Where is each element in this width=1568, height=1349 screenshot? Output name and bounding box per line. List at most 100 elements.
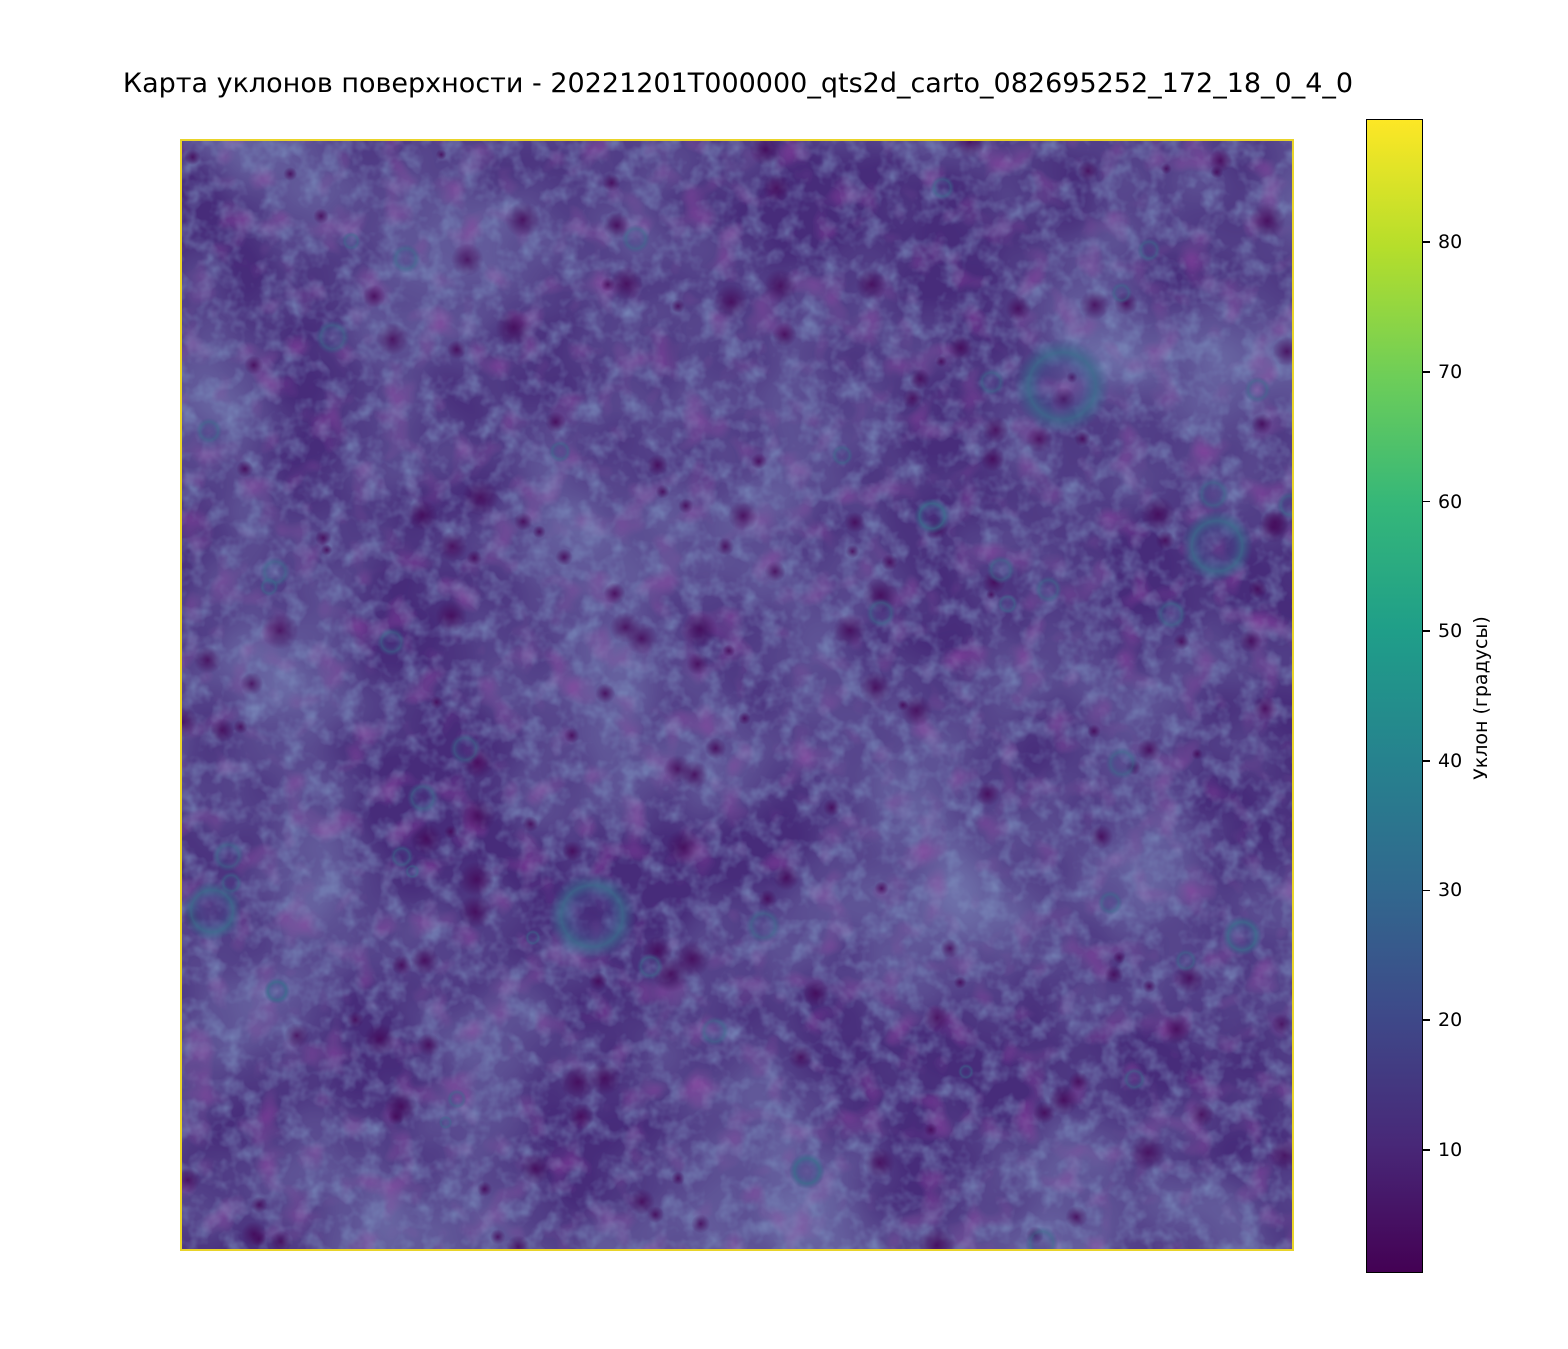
small-crater	[1025, 1226, 1059, 1249]
small-crater	[986, 555, 1015, 584]
terrain-pit	[588, 971, 608, 991]
small-crater	[259, 577, 279, 597]
terrain-pit	[545, 411, 567, 433]
colorbar-tick	[1423, 630, 1430, 632]
terrain-pit	[923, 1004, 951, 1032]
terrain-pit	[261, 612, 299, 650]
small-crater	[699, 1016, 730, 1047]
terrain-pit	[587, 1061, 622, 1095]
small-crater	[930, 175, 955, 200]
terrain-pit	[1087, 724, 1101, 738]
terrain-pit	[375, 322, 409, 356]
terrain-pit	[458, 894, 493, 929]
terrain-pit	[845, 544, 860, 559]
terrain-pit	[391, 954, 412, 976]
small-crater	[1196, 477, 1230, 511]
terrain-pit	[461, 479, 499, 516]
small-crater	[1097, 890, 1123, 916]
terrain-pit	[444, 825, 458, 839]
small-crater	[404, 864, 420, 879]
terrain-pit	[567, 1103, 595, 1130]
terrain-pit	[874, 881, 889, 896]
terrain-pit	[671, 1171, 685, 1186]
terrain-pit	[284, 1023, 310, 1049]
terrain-pit	[410, 823, 443, 855]
terrain-pit	[909, 368, 931, 390]
colorbar-tick	[1423, 1149, 1430, 1151]
terrain-pit	[1137, 737, 1162, 762]
terrain-pit	[1252, 696, 1278, 721]
terrain-pit	[1088, 824, 1114, 849]
colorbar-tick	[1423, 889, 1430, 892]
crater	[1014, 338, 1110, 434]
terrain-pit	[1155, 530, 1175, 551]
small-crater	[391, 244, 421, 274]
colorbar-tick-label: 30	[1438, 879, 1463, 902]
small-crater	[636, 953, 664, 980]
terrain-pit	[182, 706, 198, 738]
terrain-pit	[1271, 1013, 1292, 1035]
terrain-pit	[773, 864, 800, 891]
terrain-pit	[1239, 629, 1263, 653]
terrain-pit	[686, 652, 709, 676]
small-crater	[1156, 599, 1187, 630]
terrain-pit	[435, 600, 468, 633]
colorbar-tick-label: 70	[1438, 360, 1463, 383]
terrain-pit	[1160, 163, 1172, 175]
small-crater	[1105, 747, 1138, 780]
terrain-pit	[564, 727, 580, 744]
terrain-pit	[210, 718, 235, 743]
terrain-pit	[602, 174, 621, 192]
terrain-pit	[681, 611, 718, 648]
terrain-pit	[1068, 1071, 1089, 1092]
terrain-pit	[665, 829, 702, 866]
small-crater	[438, 1115, 453, 1130]
small-crater	[219, 871, 243, 895]
terrain-pit	[1160, 1013, 1193, 1045]
small-crater	[1174, 949, 1198, 972]
terrain-pit	[595, 683, 616, 704]
terrain-pit	[522, 816, 539, 832]
colorbar	[1366, 119, 1423, 1273]
terrain-pit	[562, 841, 583, 862]
terrain-pit	[762, 174, 791, 203]
terrain-pit	[948, 335, 974, 361]
small-crater	[1137, 238, 1161, 262]
terrain-pit	[458, 861, 495, 898]
small-crater	[406, 782, 439, 814]
terrain-pit	[251, 1231, 267, 1247]
terrain-pit	[321, 544, 333, 556]
terrain-pit	[1104, 965, 1124, 985]
terrain-pit	[437, 531, 468, 562]
terrain-pit	[244, 355, 264, 375]
terrain-pit	[953, 976, 967, 989]
terrain-pit	[490, 1229, 506, 1245]
colorbar-tick	[1423, 760, 1430, 762]
colorbar-tick	[1423, 241, 1430, 243]
small-crater	[997, 593, 1018, 615]
colorbar-tick-label: 20	[1438, 1009, 1463, 1032]
colorbar-tick-label: 40	[1438, 749, 1463, 772]
terrain-pit	[1210, 165, 1224, 179]
colorbar-tick	[1423, 500, 1430, 503]
terrain-pit	[788, 1044, 814, 1070]
terrain-pit	[1173, 633, 1190, 651]
small-crater	[1276, 491, 1292, 519]
terrain-pit	[881, 553, 899, 571]
terrain-pit	[407, 499, 438, 531]
crater	[548, 872, 636, 960]
terrain-pit	[313, 208, 329, 224]
crater	[789, 1153, 825, 1189]
small-crater	[746, 908, 781, 944]
colorbar-tick-label: 50	[1438, 620, 1463, 643]
terrain-pit	[410, 946, 439, 975]
small-crater	[1110, 282, 1133, 304]
terrain-pit	[953, 141, 987, 159]
small-crater	[341, 231, 361, 251]
terrain-pit	[691, 1214, 711, 1234]
terrain-pit	[749, 141, 782, 166]
terrain-pit	[646, 454, 669, 476]
terrain-pit	[738, 712, 751, 725]
colorbar-tick-label: 10	[1438, 1138, 1463, 1161]
terrain-pit	[240, 672, 264, 696]
